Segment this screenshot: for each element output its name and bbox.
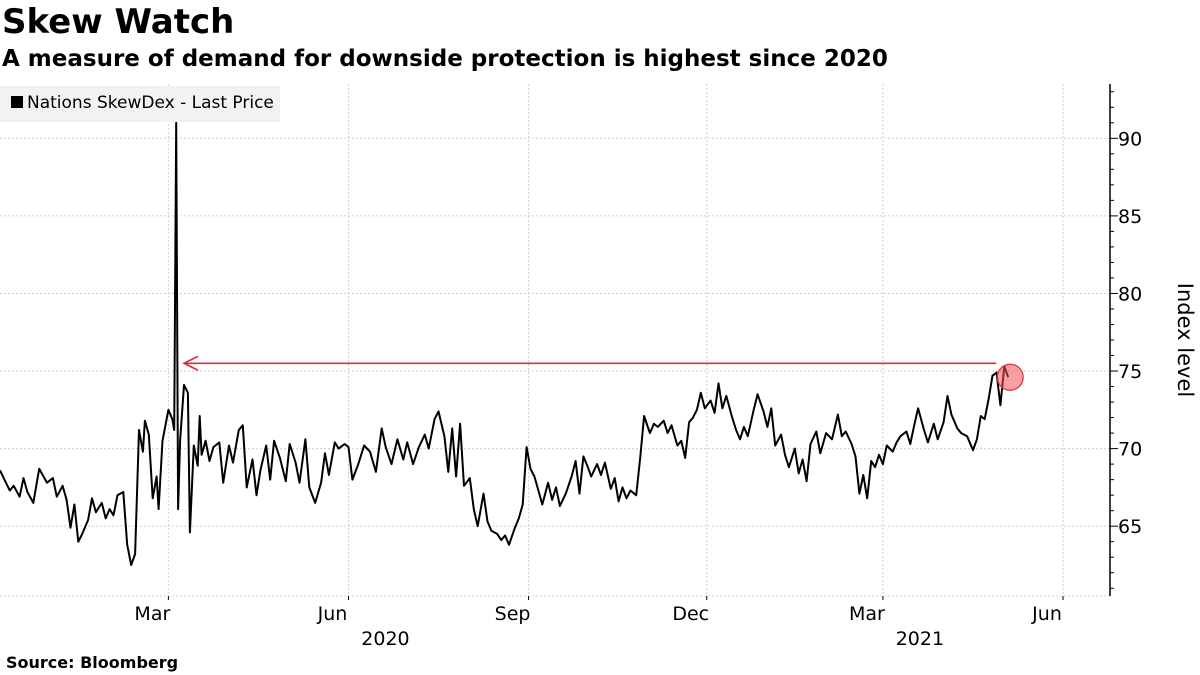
- legend-background: [0, 86, 280, 122]
- y-tick-label: 80: [1118, 283, 1142, 305]
- y-tick-label: 70: [1118, 439, 1142, 461]
- y-tick-label: 85: [1118, 206, 1142, 228]
- annotation-marker: [996, 363, 1024, 391]
- y-tick-label: 90: [1118, 128, 1142, 150]
- y-tick-label: 65: [1118, 516, 1142, 538]
- axes: 65 70 75 80 85 90 Mar Jun Sep Dec Mar Jun 2020 2021 In…: [134, 84, 1197, 650]
- legend: Nations SkewDex - Last Price: [0, 86, 280, 122]
- x-tick-label: Sep: [495, 603, 531, 625]
- source-note: Source: Bloomberg: [6, 653, 179, 672]
- series-line: [0, 121, 1010, 566]
- series-layer: [0, 121, 1010, 566]
- annotation-arrow-head: [182, 355, 199, 371]
- y-tick-label: 75: [1118, 361, 1142, 383]
- x-tick-label: Mar: [134, 603, 170, 625]
- gridlines: [0, 84, 1110, 597]
- x-year-label: 2020: [361, 628, 409, 650]
- x-tick-label: Mar: [849, 603, 885, 625]
- y-axis-title: Index level: [1173, 283, 1197, 397]
- chart-title: Skew Watch: [2, 2, 235, 42]
- x-tick-label: Jun: [317, 603, 348, 625]
- x-year-label: 2021: [896, 628, 944, 650]
- chart-subtitle: A measure of demand for downside protect…: [2, 46, 888, 72]
- legend-label: Nations SkewDex - Last Price: [27, 93, 274, 113]
- annotation-layer: [182, 355, 1024, 391]
- x-tick-label: Dec: [672, 603, 709, 625]
- x-tick-label: Jun: [1031, 603, 1062, 625]
- legend-swatch: [11, 96, 23, 108]
